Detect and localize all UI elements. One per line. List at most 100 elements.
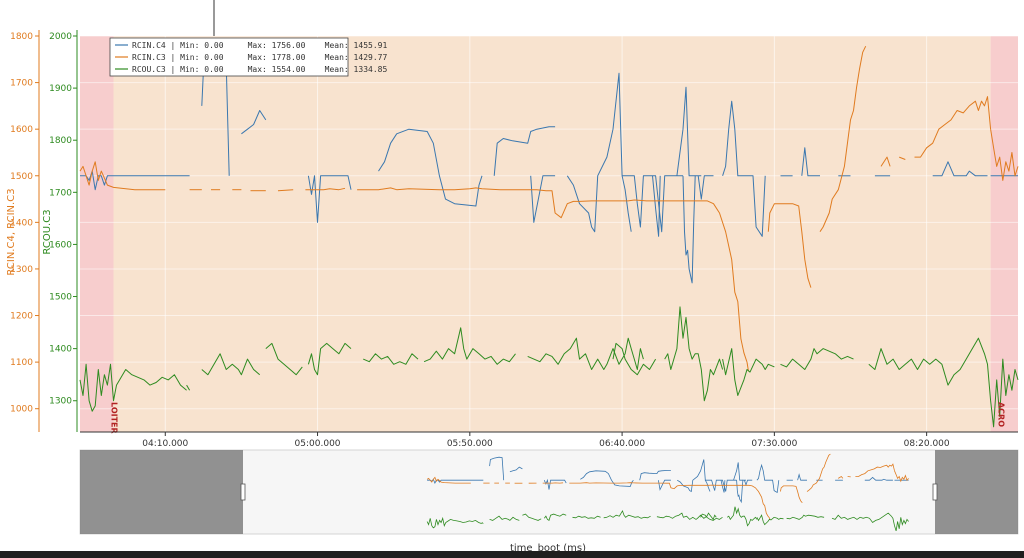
series-line-rcin-c3-9 xyxy=(819,45,867,232)
minimap-line-rcou-c3-1 xyxy=(481,522,484,524)
minimap-line-rcou-c3-3 xyxy=(522,513,542,521)
series-line-rcou-c3-3 xyxy=(265,342,303,376)
series-rcou-c3 xyxy=(79,306,1019,428)
series-line-rcin-c4-2 xyxy=(241,110,267,135)
minimap-line-rcin-c4-12 xyxy=(744,479,753,487)
series-line-rcin-c4-7 xyxy=(566,72,683,233)
minimap-line-rcin-c3-0 xyxy=(426,476,471,484)
series-rcin-c4 xyxy=(80,61,1018,284)
minimap-line-rcou-c3-5 xyxy=(572,515,601,519)
mode-band-1 xyxy=(113,36,991,432)
series-line-rcou-c3-11 xyxy=(780,348,854,370)
minimap-line-rcin-c3-12 xyxy=(855,463,895,477)
x-tick-label-0: 04:10.000 xyxy=(142,439,188,449)
minimap-mask-right[interactable] xyxy=(935,450,1018,534)
series-line-rcin-c4-13 xyxy=(722,100,766,237)
y-axis-left: 1000 1100 1200 1300 1400 1500 1600 1700 1800 RCI… xyxy=(6,30,40,432)
series-line-rcou-c3-2 xyxy=(201,353,261,376)
minimap-mask-left[interactable] xyxy=(80,450,243,534)
series-line-rcou-c3-9 xyxy=(664,306,724,402)
series-layer xyxy=(79,45,1019,428)
series-line-rcin-c4-11 xyxy=(682,175,702,284)
minimap-line-rcou-c3-11 xyxy=(786,514,825,520)
minimap-line-rcou-c3-9 xyxy=(726,506,758,527)
series-line-rcin-c4-6 xyxy=(530,175,556,223)
series-line-rcin-c3-0 xyxy=(79,161,166,191)
y-left-tick-label-0: 1000 xyxy=(10,405,33,415)
series-line-rcin-c3-6 xyxy=(305,187,346,191)
minimap-line-rcou-c3-10 xyxy=(756,514,784,526)
y-axis-right-label: RCOU.C3 xyxy=(42,209,53,254)
y-axis-right: 1300 1400 1500 1600 1700 1800 1900 2000 RCOU.C3 xyxy=(42,30,78,432)
y-left-tick-label-5: 1500 xyxy=(10,172,33,182)
minimap-line-rcou-c3-4 xyxy=(543,513,567,522)
minimap-line-rcin-c4-5 xyxy=(639,469,671,481)
minimap-line-rcin-c4-9 xyxy=(720,480,726,493)
mode-band-2 xyxy=(990,36,1018,432)
minimap-line-rcin-c3-7 xyxy=(569,482,771,520)
series-line-rcin-c4-0 xyxy=(80,170,190,191)
series-line-rcou-c3-1 xyxy=(186,384,191,391)
x-tick-label-5: 08:20.000 xyxy=(904,439,950,449)
minimap-line-rcin-c4-10 xyxy=(733,462,743,481)
minimap-line-rcin-c3-9 xyxy=(806,453,831,492)
legend-entry-rcin-c3[interactable]: RCIN.C3 | Min: 0.00 Max: 1778.00 Mean: 1… xyxy=(132,53,387,62)
minimap-line-rcin-c4-6 xyxy=(658,479,671,491)
series-line-rcin-c3-10 xyxy=(880,156,891,167)
series-line-rcin-c4-18 xyxy=(932,161,988,177)
x-tick-label-1: 05:00.000 xyxy=(295,439,341,449)
y-right-tick-label-2: 1500 xyxy=(49,293,72,303)
series-line-rcin-c3-11 xyxy=(899,156,906,160)
x-tick-label-2: 05:50.000 xyxy=(447,439,493,449)
y-left-tick-label-7: 1700 xyxy=(10,79,33,89)
series-line-rcou-c3-12 xyxy=(868,337,1019,428)
series-line-rcou-c3-8 xyxy=(612,342,657,376)
y-left-tick-label-8: 1800 xyxy=(10,32,33,42)
minimap-line-rcou-c3-2 xyxy=(489,515,520,521)
minimap-line-rcou-c3-8 xyxy=(700,513,723,521)
series-line-rcou-c3-4 xyxy=(307,342,352,376)
series-line-rcin-c4-9 xyxy=(652,175,661,237)
y-right-tick-label-0: 1300 xyxy=(49,397,72,407)
y-right-tick-label-5: 1800 xyxy=(49,136,72,146)
series-line-rcin-c3-13 xyxy=(990,129,1019,181)
x-tick-label-4: 07:30.000 xyxy=(751,439,797,449)
minimap-line-rcou-c3-0 xyxy=(426,516,482,529)
series-line-rcin-c3-12 xyxy=(914,96,992,158)
series-line-rcin-c4-15 xyxy=(801,147,820,177)
taskbar-strip xyxy=(0,551,1024,558)
minimap-line-rcin-c4-3 xyxy=(543,478,567,490)
y-right-tick-label-3: 1600 xyxy=(49,240,72,250)
minimap-line-rcin-c4-15 xyxy=(797,473,807,481)
y-left-tick-label-3: 1300 xyxy=(10,265,33,275)
x-axis-label: time_boot (ms) xyxy=(510,543,586,554)
legend-entry-rcou-c3[interactable]: RCOU.C3 | Min: 0.00 Max: 1554.00 Mean: 1… xyxy=(132,65,387,74)
minimap-handle-right[interactable] xyxy=(932,483,938,501)
y-left-tick-label-4: 1400 xyxy=(10,218,33,228)
y-axis-left-label: RCIN.C4, RCIN.C3 xyxy=(6,188,17,275)
legend[interactable]: RCIN.C4 | Min: 0.00 Max: 1756.00 Mean: 1… xyxy=(109,37,387,77)
y-right-tick-label-6: 1900 xyxy=(49,84,72,94)
y-left-tick-label-1: 1100 xyxy=(10,358,33,368)
x-axis: 04:10.000 05:00.000 05:50.000 06:40.000 07:3… xyxy=(80,431,1018,449)
legend-entry-rcin-c4[interactable]: RCIN.C4 | Min: 0.00 Max: 1756.00 Mean: 1… xyxy=(132,41,387,50)
series-line-rcou-c3-10 xyxy=(722,348,775,396)
series-line-rcin-c3-7 xyxy=(357,187,749,372)
series-line-rcin-c4-5 xyxy=(493,126,556,176)
minimap-line-rcin-c4-2 xyxy=(509,466,523,473)
series-line-rcou-c3-0 xyxy=(79,363,187,412)
minimap[interactable] xyxy=(79,449,1019,535)
minimap-line-rcou-c3-12 xyxy=(831,512,909,532)
minimap-line-rcin-c4-1 xyxy=(489,456,505,481)
series-line-rcou-c3-6 xyxy=(423,327,516,365)
series-rcin-c3 xyxy=(79,45,1019,372)
minimap-handle-left[interactable] xyxy=(240,483,246,501)
series-line-rcin-c4-12 xyxy=(697,175,714,200)
minimap-line-rcin-c4-18 xyxy=(864,476,893,481)
mode-labels: LOITER ACRO xyxy=(110,402,1006,434)
y-right-tick-label-4: 1700 xyxy=(49,188,72,198)
y-right-tick-label-7: 2000 xyxy=(49,32,72,42)
minimap-line-rcou-c3-7 xyxy=(656,512,717,521)
minimap-series xyxy=(426,453,909,532)
